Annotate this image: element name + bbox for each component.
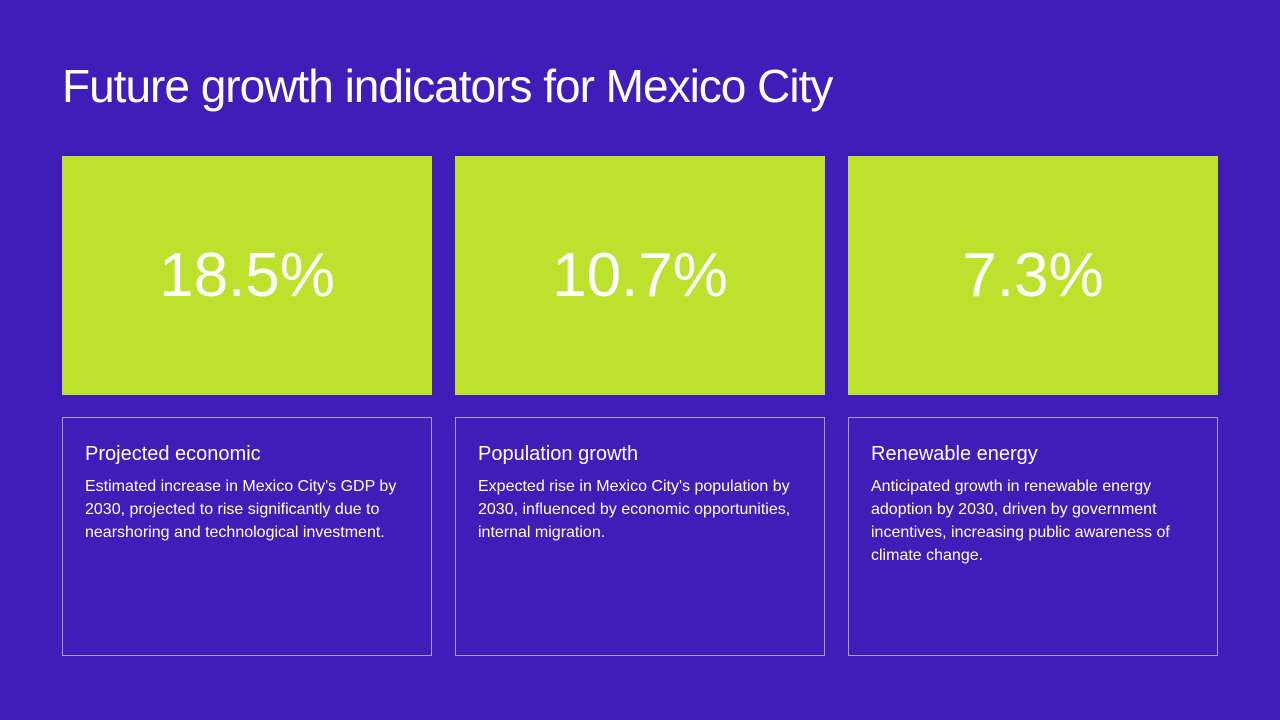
economic-stat-tile: 18.5% [62, 156, 432, 395]
population-card-heading: Population growth [478, 443, 639, 465]
economic-stat-value: 18.5% [159, 240, 335, 310]
slide-title: Future growth indicators for Mexico City [62, 60, 833, 112]
energy-description-card: Renewable energy Anticipated growth in r… [848, 417, 1218, 656]
population-stat-tile: 10.7% [455, 156, 825, 395]
energy-stat-tile: 7.3% [848, 156, 1218, 395]
population-description-card: Population growth Expected rise in Mexic… [455, 417, 825, 656]
energy-card-heading: Renewable energy [871, 443, 1038, 465]
energy-stat-value: 7.3% [962, 240, 1104, 310]
economic-card-heading: Projected economic [85, 443, 261, 465]
economic-description-card: Projected economic Estimated increase in… [62, 417, 432, 656]
economic-card-description: Estimated increase in Mexico City's GDP … [85, 478, 397, 541]
population-stat-value: 10.7% [552, 240, 728, 310]
population-card-description: Expected rise in Mexico City's populatio… [478, 478, 791, 541]
energy-card-description: Anticipated growth in renewable energy a… [871, 478, 1170, 564]
